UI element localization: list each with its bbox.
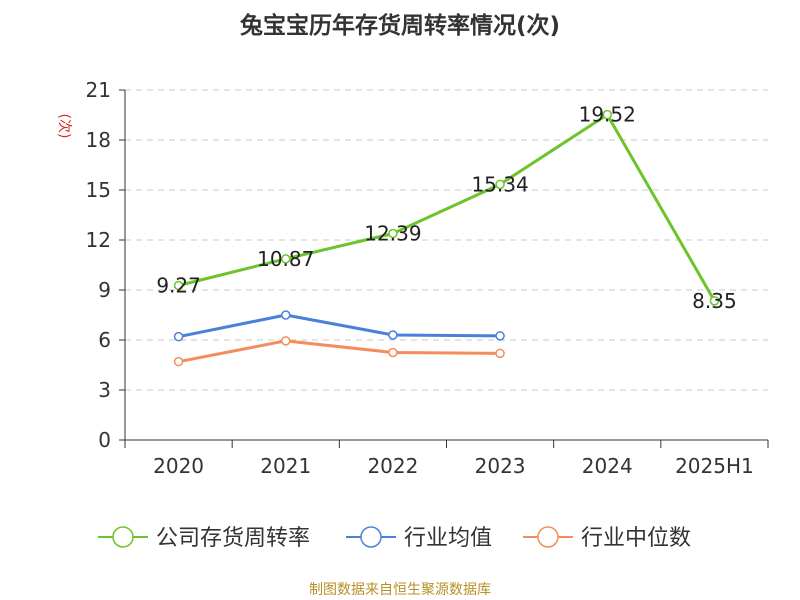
legend-item[interactable]: 公司存货周转率 [98, 526, 310, 551]
data-label: 10.87 [257, 247, 314, 271]
legend[interactable]: 公司存货周转率 行业均值 行业中位数 [98, 526, 691, 551]
y-tick-label: 9 [98, 278, 111, 302]
data-point [281, 336, 291, 346]
y-tick-label: 15 [86, 178, 111, 202]
data-point [495, 179, 505, 190]
legend-label: 行业中位数 [581, 526, 691, 551]
data-label: 19.52 [579, 103, 636, 127]
data-label: 9.27 [156, 274, 201, 298]
series-line [178, 313, 501, 339]
grid-lines [125, 89, 768, 391]
series-line [178, 113, 716, 302]
x-tick-label: 2021 [260, 454, 311, 478]
legend-marker [360, 526, 382, 548]
data-label: 15.34 [471, 172, 528, 196]
chart-title: 兔宝宝历年存货周转率情况(次) [239, 13, 561, 39]
data-point [173, 331, 184, 342]
x-tick-label: 2020 [153, 454, 204, 478]
legend-marker [537, 526, 559, 548]
y-tick-label: 0 [98, 428, 111, 452]
y-tick-label: 21 [86, 78, 111, 102]
data-label: 12.39 [364, 222, 421, 246]
data-point [495, 348, 505, 359]
legend-marker [112, 526, 134, 548]
data-point [281, 254, 291, 264]
x-tick-label: 2023 [475, 454, 526, 478]
legend-item[interactable]: 行业中位数 [523, 526, 691, 551]
data-point [173, 280, 184, 291]
y-tick-label: 18 [86, 128, 111, 152]
y-tick-label: 3 [98, 378, 111, 402]
x-tick-label: 2024 [582, 454, 633, 478]
data-point [388, 347, 398, 358]
axes: 0 3 6 9 12 15 18 21 2020 2021 2022 2023 2024 2025H1 [86, 78, 769, 478]
y-tick-label: 6 [98, 328, 111, 352]
series-group [173, 109, 720, 367]
legend-label: 行业均值 [404, 526, 492, 551]
x-tick-label: 2022 [367, 454, 418, 478]
series-line [178, 339, 501, 364]
legend-item[interactable]: 行业均值 [346, 526, 492, 551]
y-tick-label: 12 [86, 228, 111, 252]
data-point [388, 228, 398, 239]
source-footer: 制图数据来自恒生聚源数据库 [309, 582, 491, 598]
x-tick-label: 2025H1 [675, 454, 754, 478]
data-point [602, 109, 612, 120]
data-point [495, 331, 505, 341]
y-axis-label: (次) [56, 114, 72, 139]
legend-label: 公司存货周转率 [156, 526, 310, 551]
data-label: 8.35 [692, 289, 737, 313]
data-point [709, 296, 720, 306]
data-point [388, 330, 398, 340]
data-point [173, 356, 184, 367]
data-labels: 9.27 10.87 12.39 15.34 19.52 8.35 [156, 103, 736, 313]
data-point [281, 310, 291, 320]
